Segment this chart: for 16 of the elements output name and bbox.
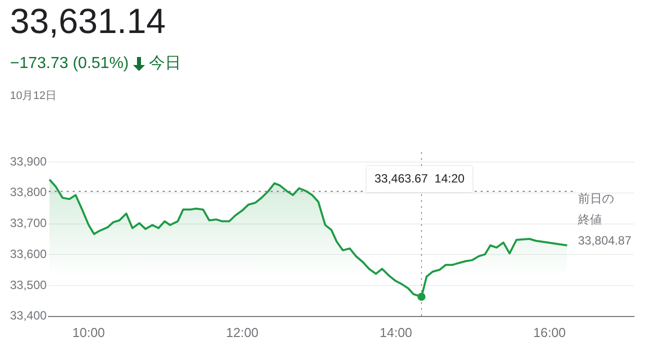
- ref-line-label: 33,463.67 14:20: [374, 171, 465, 186]
- y-tick-label: 33,400: [10, 308, 48, 323]
- ref-line-label: 前日の終値 33,804.87: [577, 192, 632, 248]
- y-tick-label: 33,700: [10, 216, 48, 230]
- y-tick-label: 33,900: [10, 154, 48, 168]
- y-tick-label: 33,800: [10, 185, 48, 200]
- x-tick-label: 14:00: [380, 324, 412, 340]
- y-tick-label: 33,500: [10, 278, 48, 292]
- text: 10月12日: [10, 89, 56, 103]
- chart-title: 33,631.14: [10, 7, 166, 42]
- x-tick-label: 16:00: [533, 324, 566, 340]
- x-tick-label: 10:00: [72, 324, 105, 340]
- chart-subtitle: −173.73 (0.51%): [10, 54, 129, 72]
- text: 今日: [148, 54, 181, 74]
- x-tick-label: 12:00: [226, 324, 259, 340]
- y-tick-label: 33,600: [10, 246, 48, 261]
